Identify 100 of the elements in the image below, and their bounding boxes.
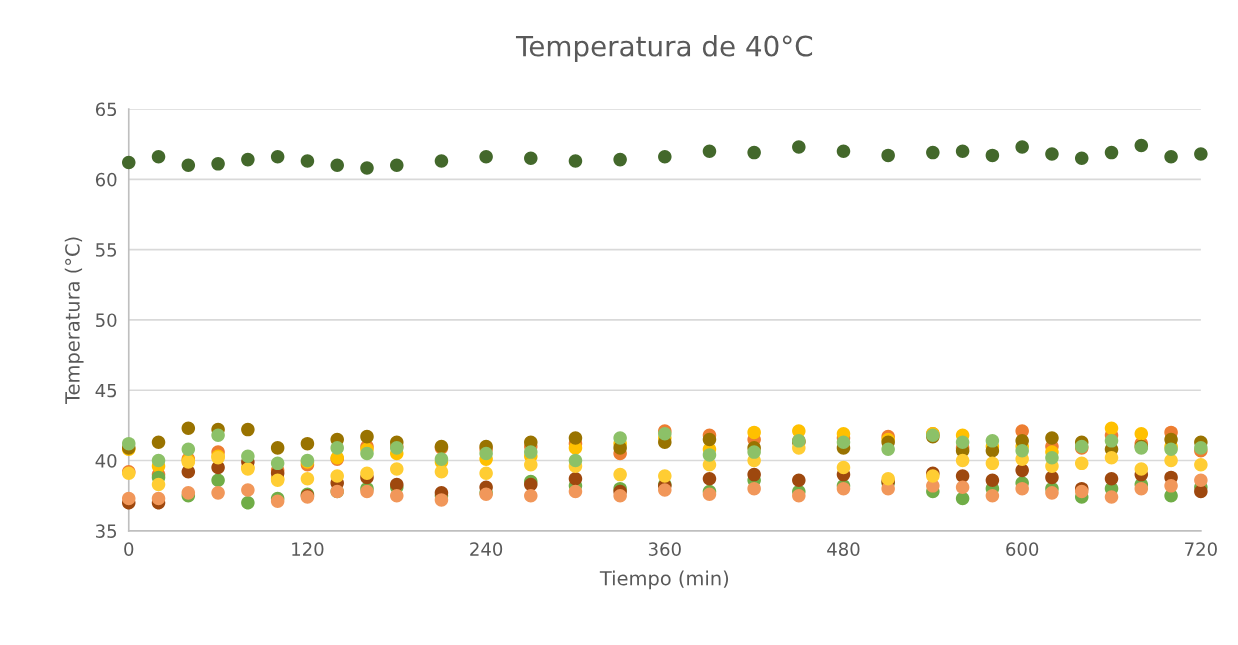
point <box>1104 421 1119 435</box>
point <box>613 431 627 445</box>
x-tick-label: 360 <box>648 542 681 556</box>
point <box>955 480 970 495</box>
point <box>181 421 196 435</box>
y-tick-label: 40 <box>95 453 117 468</box>
point <box>1045 450 1059 465</box>
point <box>360 161 374 175</box>
y-tick-label: 35 <box>96 524 117 538</box>
point <box>1104 145 1119 160</box>
point <box>836 460 851 475</box>
point <box>613 152 627 167</box>
point <box>568 154 583 168</box>
point <box>985 473 1000 487</box>
point <box>211 428 225 442</box>
point <box>181 442 196 457</box>
point <box>747 145 761 160</box>
point <box>524 151 538 165</box>
point <box>955 435 970 450</box>
point <box>1134 481 1149 496</box>
point <box>658 469 672 483</box>
point <box>434 154 449 168</box>
point <box>985 434 1000 448</box>
point <box>479 466 493 480</box>
point <box>1194 484 1208 499</box>
chart-title: Temperatura de 40°C <box>515 35 813 62</box>
y-tick-label: 60 <box>95 172 117 187</box>
point <box>524 488 538 503</box>
x-tick-label: 720 <box>1185 542 1217 556</box>
point <box>211 157 225 171</box>
y-tick-label: 65 <box>95 102 117 117</box>
point <box>658 150 672 164</box>
x-tick-label: 480 <box>827 542 860 556</box>
point <box>524 445 538 459</box>
y-tick-label: 55 <box>96 243 117 257</box>
point <box>524 457 538 472</box>
point <box>1104 472 1119 486</box>
point <box>1104 434 1119 448</box>
point <box>241 152 255 167</box>
y-tick-label: 50 <box>96 313 117 328</box>
point <box>479 446 493 461</box>
y-tick-label: 45 <box>95 383 117 398</box>
point <box>658 483 672 497</box>
point <box>121 491 136 506</box>
point <box>330 158 344 173</box>
point <box>270 456 285 471</box>
point <box>211 473 225 487</box>
point <box>613 488 627 503</box>
point <box>613 467 627 482</box>
point <box>1074 456 1089 471</box>
point <box>330 469 344 483</box>
point <box>270 441 285 455</box>
point <box>881 148 895 163</box>
point <box>792 473 806 487</box>
point <box>702 432 717 447</box>
point <box>836 144 851 158</box>
point <box>702 472 717 486</box>
point <box>792 488 806 503</box>
point <box>955 491 970 506</box>
point <box>568 472 583 486</box>
point <box>955 469 970 483</box>
point <box>330 441 344 455</box>
point <box>151 435 166 450</box>
point <box>1015 481 1029 496</box>
point <box>568 453 583 468</box>
point <box>568 431 583 445</box>
point <box>881 442 895 457</box>
point <box>926 145 940 160</box>
point <box>181 158 196 173</box>
point <box>747 445 761 459</box>
point <box>1045 486 1059 500</box>
point <box>360 466 374 480</box>
point <box>390 158 404 173</box>
point <box>241 449 255 464</box>
point <box>792 140 806 154</box>
point <box>747 481 761 496</box>
point <box>985 456 1000 471</box>
y-axis-title: Temperatura (°C) <box>64 237 84 405</box>
point <box>1045 147 1059 161</box>
point <box>479 150 493 164</box>
point <box>1194 457 1208 472</box>
x-tick-label: 240 <box>470 542 503 556</box>
point <box>1164 479 1178 493</box>
point <box>1045 431 1059 445</box>
point <box>1074 151 1089 165</box>
point <box>121 436 136 451</box>
point <box>241 495 255 510</box>
point <box>836 435 851 450</box>
point <box>151 150 166 164</box>
point <box>955 453 970 468</box>
point <box>1015 463 1029 478</box>
point <box>747 467 761 482</box>
point <box>241 483 255 497</box>
point <box>955 144 970 158</box>
point <box>151 477 166 492</box>
point <box>151 491 166 506</box>
point <box>300 472 315 486</box>
x-tick-label: 0 <box>124 542 134 556</box>
point <box>121 155 136 170</box>
point <box>747 425 761 440</box>
